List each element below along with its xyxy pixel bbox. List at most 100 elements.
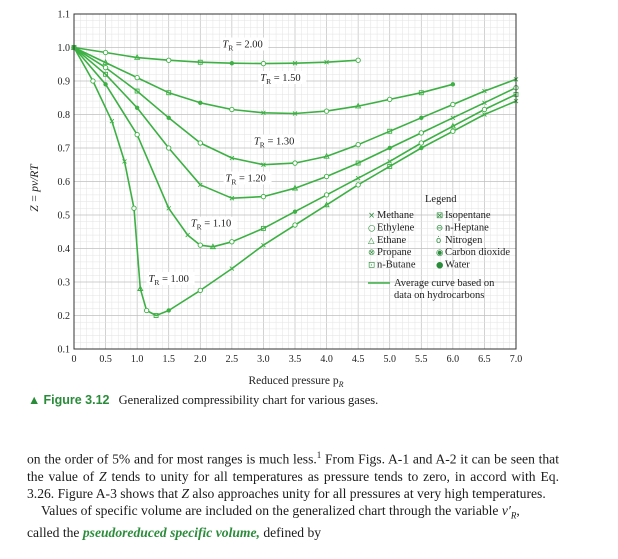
y-axis-label: Z = pv/RT	[29, 163, 41, 212]
footnote-ref: 1	[316, 450, 322, 460]
x-axis-label-main: Reduced pressure p	[249, 375, 339, 387]
data-marker	[450, 82, 456, 87]
x-tick-label: 5.5	[415, 354, 428, 365]
p1-text-b: From Figs. A-1 and A-2 it can be seen th…	[27, 451, 559, 484]
legend-symbol: ⊖	[436, 223, 443, 233]
data-marker	[482, 112, 487, 117]
legend-item-label: n-Heptane	[445, 222, 489, 233]
legend-items: × Methane○ Ethylene△ Ethane⊗ Propane⊡ n-Butan…	[368, 210, 510, 271]
data-marker	[134, 131, 140, 138]
x-tick-labels: 0 0.5 1.0 1.5 2.0 2.5 3.0 3.5 4.0 4.5 5.0 5.5 6.0 6.5…	[72, 354, 523, 365]
data-marker	[481, 106, 488, 113]
data-marker	[90, 78, 96, 84]
data-marker	[102, 49, 109, 56]
data-marker	[450, 128, 456, 134]
plot-frame	[73, 13, 517, 350]
data-marker	[482, 100, 487, 106]
data-marker	[197, 182, 203, 188]
figure-number: Figure 3.12	[43, 393, 110, 407]
data-marker	[354, 102, 362, 109]
caption-marker: ▲	[28, 393, 41, 407]
x-tick-label: 0	[72, 354, 77, 365]
curve-line	[73, 46, 517, 199]
data-marker	[137, 285, 144, 291]
y-tick-label: 1.1	[58, 10, 71, 21]
data-marker	[261, 110, 266, 116]
p1-text-d: also approaches unity for all pressures …	[189, 485, 546, 501]
data-marker	[131, 205, 137, 211]
y-tick-label: 1.0	[58, 43, 71, 54]
data-marker	[166, 90, 172, 96]
legend-symbol: ×	[368, 211, 375, 221]
y-tick-label: 0.3	[58, 278, 71, 289]
legend-symbol: ◉	[436, 248, 443, 258]
curve-label-t: T	[260, 73, 267, 84]
legend-item-label: Propane	[377, 247, 412, 258]
curve-label-t: T	[222, 40, 229, 51]
data-marker	[291, 184, 299, 191]
legend-symbol: ȯ	[436, 236, 441, 246]
x-tick-label: 6.5	[478, 354, 491, 365]
data-marker	[185, 232, 190, 238]
legend-symbol: ⊗	[368, 248, 375, 258]
data-marker	[260, 193, 267, 200]
x-axis-label-sub: R	[338, 380, 344, 389]
data-marker	[133, 54, 141, 60]
x-tick-label: 7.0	[510, 354, 523, 365]
data-marker	[134, 88, 140, 94]
data-marker	[292, 222, 298, 228]
x-tick-label: 3.5	[289, 354, 302, 365]
body-text: on the order of 5% and for most ranges i…	[27, 447, 559, 541]
y-tick-label: 0.6	[58, 177, 71, 188]
p2-text-c: called the	[27, 525, 83, 541]
data-marker	[355, 175, 361, 181]
data-marker	[323, 152, 330, 159]
x-tick-label: 2.5	[226, 354, 239, 365]
data-marker	[292, 60, 298, 66]
data-marker	[197, 287, 203, 294]
data-marker	[387, 163, 393, 169]
data-marker	[418, 90, 424, 96]
data-marker	[260, 60, 267, 67]
curve-label-backdrop	[146, 272, 195, 285]
x-tick-label: 3.0	[257, 354, 270, 365]
legend-line-label-2: data on hydrocarbons	[394, 290, 484, 301]
p2-text-a: Values of specific volume are included o…	[41, 502, 502, 518]
data-marker	[323, 108, 330, 114]
data-marker	[102, 59, 109, 65]
data-marker	[122, 159, 127, 164]
data-marker	[418, 130, 424, 136]
x-tick-label: 5.0	[383, 354, 396, 365]
data-marker	[197, 140, 203, 146]
chart-grid	[73, 13, 517, 350]
data-marker	[419, 145, 424, 151]
data-marker	[103, 71, 109, 77]
curve-label: TR = 1.00	[149, 274, 189, 287]
data-marker	[355, 57, 361, 63]
data-marker	[450, 115, 456, 121]
data-marker	[166, 308, 171, 313]
legend-symbol: ●	[436, 261, 443, 271]
legend-item-label: Isopentane	[445, 210, 491, 221]
curve-label-t: T	[254, 137, 261, 148]
legend-item-label: Carbon dioxide	[445, 247, 510, 258]
legend-line-label-1: Average curve based on	[394, 278, 495, 289]
data-marker	[419, 115, 424, 121]
legend-symbol: ⊡	[368, 261, 375, 271]
curve-label-sub: R	[231, 178, 236, 187]
y-tick-label: 0.4	[58, 244, 71, 255]
curve-label-value: = 1.30	[265, 137, 295, 148]
p1-z-1: Z	[99, 468, 107, 484]
data-marker	[387, 128, 393, 134]
x-tick-label: 0.5	[99, 354, 112, 365]
x-tick-label: 4.0	[320, 354, 333, 365]
data-marker	[482, 88, 487, 94]
curve-label: TR = 1.10	[191, 219, 231, 232]
data-marker	[229, 266, 235, 271]
curve-label-sub: R	[154, 278, 159, 287]
caption-text: Generalized compressibility chart for va…	[118, 393, 379, 407]
curve-label-t: T	[191, 219, 198, 230]
curve-label: TR = 1.30	[254, 137, 294, 150]
data-marker	[166, 145, 172, 151]
data-marker	[387, 159, 393, 164]
